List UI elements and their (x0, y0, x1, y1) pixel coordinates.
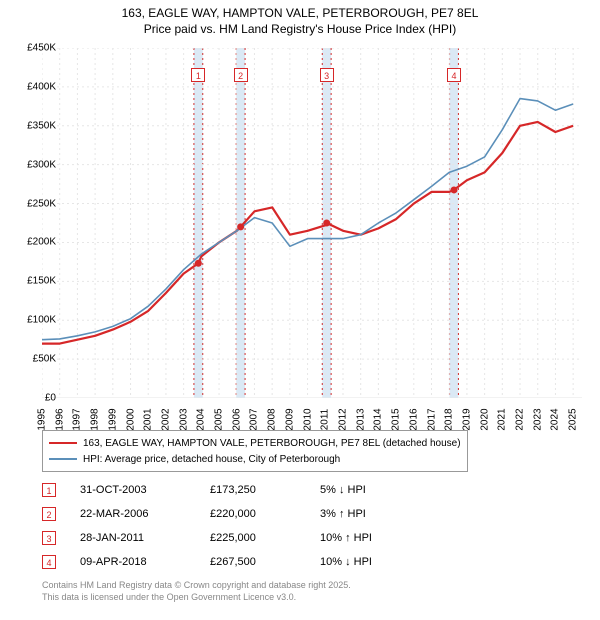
sale-row-marker: 3 (42, 531, 56, 545)
y-tick-label: £350K (27, 120, 56, 131)
x-tick-label: 2013 (355, 408, 366, 430)
chart-title-line2: Price paid vs. HM Land Registry's House … (0, 22, 600, 38)
chart-title-line1: 163, EAGLE WAY, HAMPTON VALE, PETERBOROU… (0, 6, 600, 22)
sales-table: 1 31-OCT-2003£173,2505% ↓ HPI 2 22-MAR-2006… (42, 478, 430, 574)
x-tick-label: 2015 (391, 408, 402, 430)
sale-row-diff: 3% ↑ HPI (320, 508, 430, 520)
chart-title-block: 163, EAGLE WAY, HAMPTON VALE, PETERBOROU… (0, 0, 600, 37)
x-tick-label: 1995 (37, 408, 48, 430)
sale-row-date: 22-MAR-2006 (80, 508, 210, 520)
x-tick-label: 2006 (231, 408, 242, 430)
x-tick-label: 2020 (479, 408, 490, 430)
footer-line2: This data is licensed under the Open Gov… (42, 592, 351, 604)
x-tick-label: 2018 (444, 408, 455, 430)
footer-line1: Contains HM Land Registry data © Crown c… (42, 580, 351, 592)
x-tick-label: 2021 (497, 408, 508, 430)
x-tick-label: 1998 (90, 408, 101, 430)
x-tick-label: 2000 (125, 408, 136, 430)
x-tick-label: 2016 (408, 408, 419, 430)
sale-marker-4: 4 (447, 68, 461, 82)
x-tick-label: 2014 (373, 408, 384, 430)
y-tick-label: £300K (27, 159, 56, 170)
sale-row-2: 2 22-MAR-2006£220,0003% ↑ HPI (42, 502, 430, 526)
legend-swatch-price-paid (49, 442, 77, 444)
x-tick-label: 1999 (107, 408, 118, 430)
x-tick-label: 2019 (461, 408, 472, 430)
x-tick-label: 2004 (196, 408, 207, 430)
y-tick-label: £0 (45, 393, 56, 404)
x-tick-label: 2008 (267, 408, 278, 430)
x-tick-label: 2003 (178, 408, 189, 430)
x-tick-label: 1997 (72, 408, 83, 430)
x-tick-label: 2005 (214, 408, 225, 430)
x-tick-label: 2009 (284, 408, 295, 430)
chart-svg (42, 48, 582, 398)
sale-row-price: £173,250 (210, 484, 320, 496)
legend-label-hpi: HPI: Average price, detached house, City… (83, 454, 340, 465)
x-tick-label: 2023 (532, 408, 543, 430)
y-tick-label: £400K (27, 81, 56, 92)
sale-row-diff: 10% ↑ HPI (320, 532, 430, 544)
x-tick-label: 2022 (515, 408, 526, 430)
sale-row-marker: 2 (42, 507, 56, 521)
sale-row-1: 1 31-OCT-2003£173,2505% ↓ HPI (42, 478, 430, 502)
legend-item-hpi: HPI: Average price, detached house, City… (49, 451, 461, 467)
sale-row-marker: 1 (42, 483, 56, 497)
y-tick-label: £450K (27, 43, 56, 54)
y-tick-label: £250K (27, 198, 56, 209)
sale-row-price: £225,000 (210, 532, 320, 544)
x-tick-label: 2017 (426, 408, 437, 430)
sale-row-date: 31-OCT-2003 (80, 484, 210, 496)
x-tick-label: 2010 (302, 408, 313, 430)
legend-item-price-paid: 163, EAGLE WAY, HAMPTON VALE, PETERBOROU… (49, 435, 461, 451)
x-tick-label: 2007 (249, 408, 260, 430)
sale-marker-2: 2 (234, 68, 248, 82)
sale-row-price: £220,000 (210, 508, 320, 520)
x-tick-label: 2024 (550, 408, 561, 430)
legend-swatch-hpi (49, 458, 77, 460)
chart-area (42, 48, 582, 398)
sale-row-4: 4 09-APR-2018£267,50010% ↓ HPI (42, 550, 430, 574)
y-tick-label: £50K (33, 354, 56, 365)
sale-row-diff: 10% ↓ HPI (320, 556, 430, 568)
y-tick-label: £150K (27, 276, 56, 287)
legend-label-price-paid: 163, EAGLE WAY, HAMPTON VALE, PETERBOROU… (83, 438, 461, 449)
sale-row-marker: 4 (42, 555, 56, 569)
sale-marker-1: 1 (191, 68, 205, 82)
x-tick-label: 2025 (568, 408, 579, 430)
x-tick-label: 2002 (160, 408, 171, 430)
legend: 163, EAGLE WAY, HAMPTON VALE, PETERBOROU… (42, 430, 468, 472)
sale-marker-3: 3 (320, 68, 334, 82)
sale-row-diff: 5% ↓ HPI (320, 484, 430, 496)
y-tick-label: £200K (27, 237, 56, 248)
x-tick-label: 2001 (143, 408, 154, 430)
y-tick-label: £100K (27, 315, 56, 326)
x-tick-label: 2011 (320, 409, 331, 431)
x-tick-label: 1996 (54, 408, 65, 430)
sale-row-date: 09-APR-2018 (80, 556, 210, 568)
x-tick-label: 2012 (337, 408, 348, 430)
sale-row-date: 28-JAN-2011 (80, 532, 210, 544)
sale-row-price: £267,500 (210, 556, 320, 568)
footer-attribution: Contains HM Land Registry data © Crown c… (42, 580, 351, 603)
sale-row-3: 3 28-JAN-2011£225,00010% ↑ HPI (42, 526, 430, 550)
